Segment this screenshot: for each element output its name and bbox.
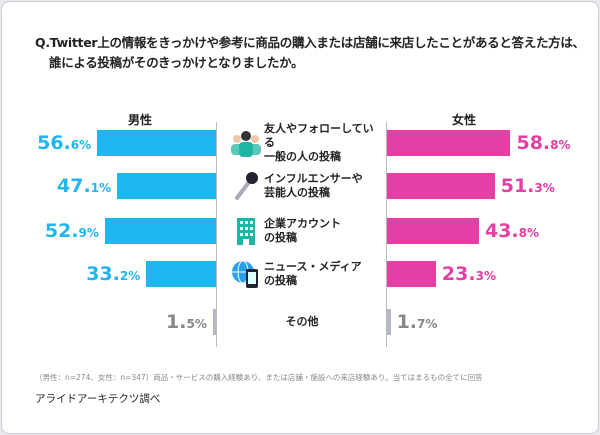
value-label-male-0-dec: 6%	[70, 138, 92, 152]
bar-male-3	[146, 261, 216, 287]
value-label-male-1-dec: 1%	[90, 181, 112, 195]
value-label-male-2-int: 52.	[44, 220, 79, 242]
building-icon	[228, 215, 264, 247]
value-label-female-1-int: 51.	[500, 175, 535, 197]
bar-male-1	[117, 173, 216, 199]
bar-male-0	[97, 130, 216, 156]
value-label-female-0-int: 58.	[516, 132, 551, 154]
value-label-male-3: 33.2%	[86, 261, 140, 289]
value-label-female-3: 23.3%	[442, 261, 496, 289]
value-label-male-3-dec: 2%	[119, 269, 141, 283]
category-3: ニュース・メディア の投稿	[220, 254, 384, 294]
series-label-male: 男性	[127, 113, 153, 127]
microphone-icon	[228, 170, 264, 202]
value-label-female-4-dec: 7%	[417, 317, 438, 331]
value-label-male-3-int: 33.	[86, 263, 120, 285]
value-label-male-4: 1.5%	[166, 309, 207, 337]
value-label-female-1: 51.3%	[501, 173, 555, 201]
value-label-male-2-dec: 9%	[78, 226, 99, 240]
axis-line-male	[216, 122, 217, 347]
value-label-male-1: 47.1%	[57, 173, 111, 201]
source: アライドアーキテクツ調べ	[35, 393, 161, 405]
category-2: 企業アカウント の投稿	[220, 211, 384, 251]
bar-female-4	[387, 309, 391, 335]
category-4: その他	[220, 302, 384, 342]
category-label-1: インフルエンサーや 芸能人の投稿	[264, 172, 363, 199]
value-label-female-2: 43.8%	[485, 218, 539, 246]
category-label-0: 友人やフォローしている 一般の人の投稿	[264, 122, 374, 163]
footnote: （男性：n=274、女性：n=347）商品・サービスの購入経験あり、または店舗・…	[35, 373, 483, 382]
category-label-3: ニュース・メディア の投稿	[264, 260, 362, 287]
category-0: 友人やフォローしている 一般の人の投稿	[220, 122, 384, 163]
chart-title: Q.Twitter上の情報をきっかけや参考に商品の購入または店舗に来店したことが…	[35, 35, 585, 70]
value-label-female-4-int: 1.	[396, 311, 418, 333]
value-label-male-4-int: 1.	[166, 311, 187, 333]
value-label-male-2: 52.9%	[45, 218, 99, 246]
category-label-2: 企業アカウント の投稿	[264, 217, 341, 244]
value-label-female-3-int: 23.	[441, 263, 476, 285]
globe-phone-icon	[228, 258, 264, 290]
series-label-female: 女性	[451, 113, 477, 127]
value-label-male-4-dec: 5%	[186, 317, 207, 331]
value-label-male-1-int: 47.	[57, 175, 91, 197]
bar-female-0	[387, 130, 511, 156]
value-label-male-0-int: 56.	[37, 132, 71, 154]
value-label-male-0: 56.6%	[37, 130, 91, 158]
value-label-female-3-dec: 3%	[475, 269, 496, 283]
people-icon	[228, 127, 264, 159]
value-label-female-2-dec: 8%	[518, 226, 540, 240]
bar-female-1	[387, 173, 495, 199]
value-label-female-4: 1.7%	[397, 309, 438, 337]
category-1: インフルエンサーや 芸能人の投稿	[220, 166, 384, 206]
category-label-4: その他	[285, 315, 319, 328]
bar-female-2	[387, 218, 479, 244]
value-label-female-2-int: 43.	[484, 220, 519, 242]
bar-male-4	[212, 309, 216, 335]
value-label-female-1-dec: 3%	[534, 181, 555, 195]
value-label-female-0: 58.8%	[516, 130, 570, 158]
bar-female-3	[387, 261, 436, 287]
bar-male-2	[104, 218, 216, 244]
axis-line-female	[386, 122, 387, 347]
value-label-female-0-dec: 8%	[550, 138, 571, 152]
